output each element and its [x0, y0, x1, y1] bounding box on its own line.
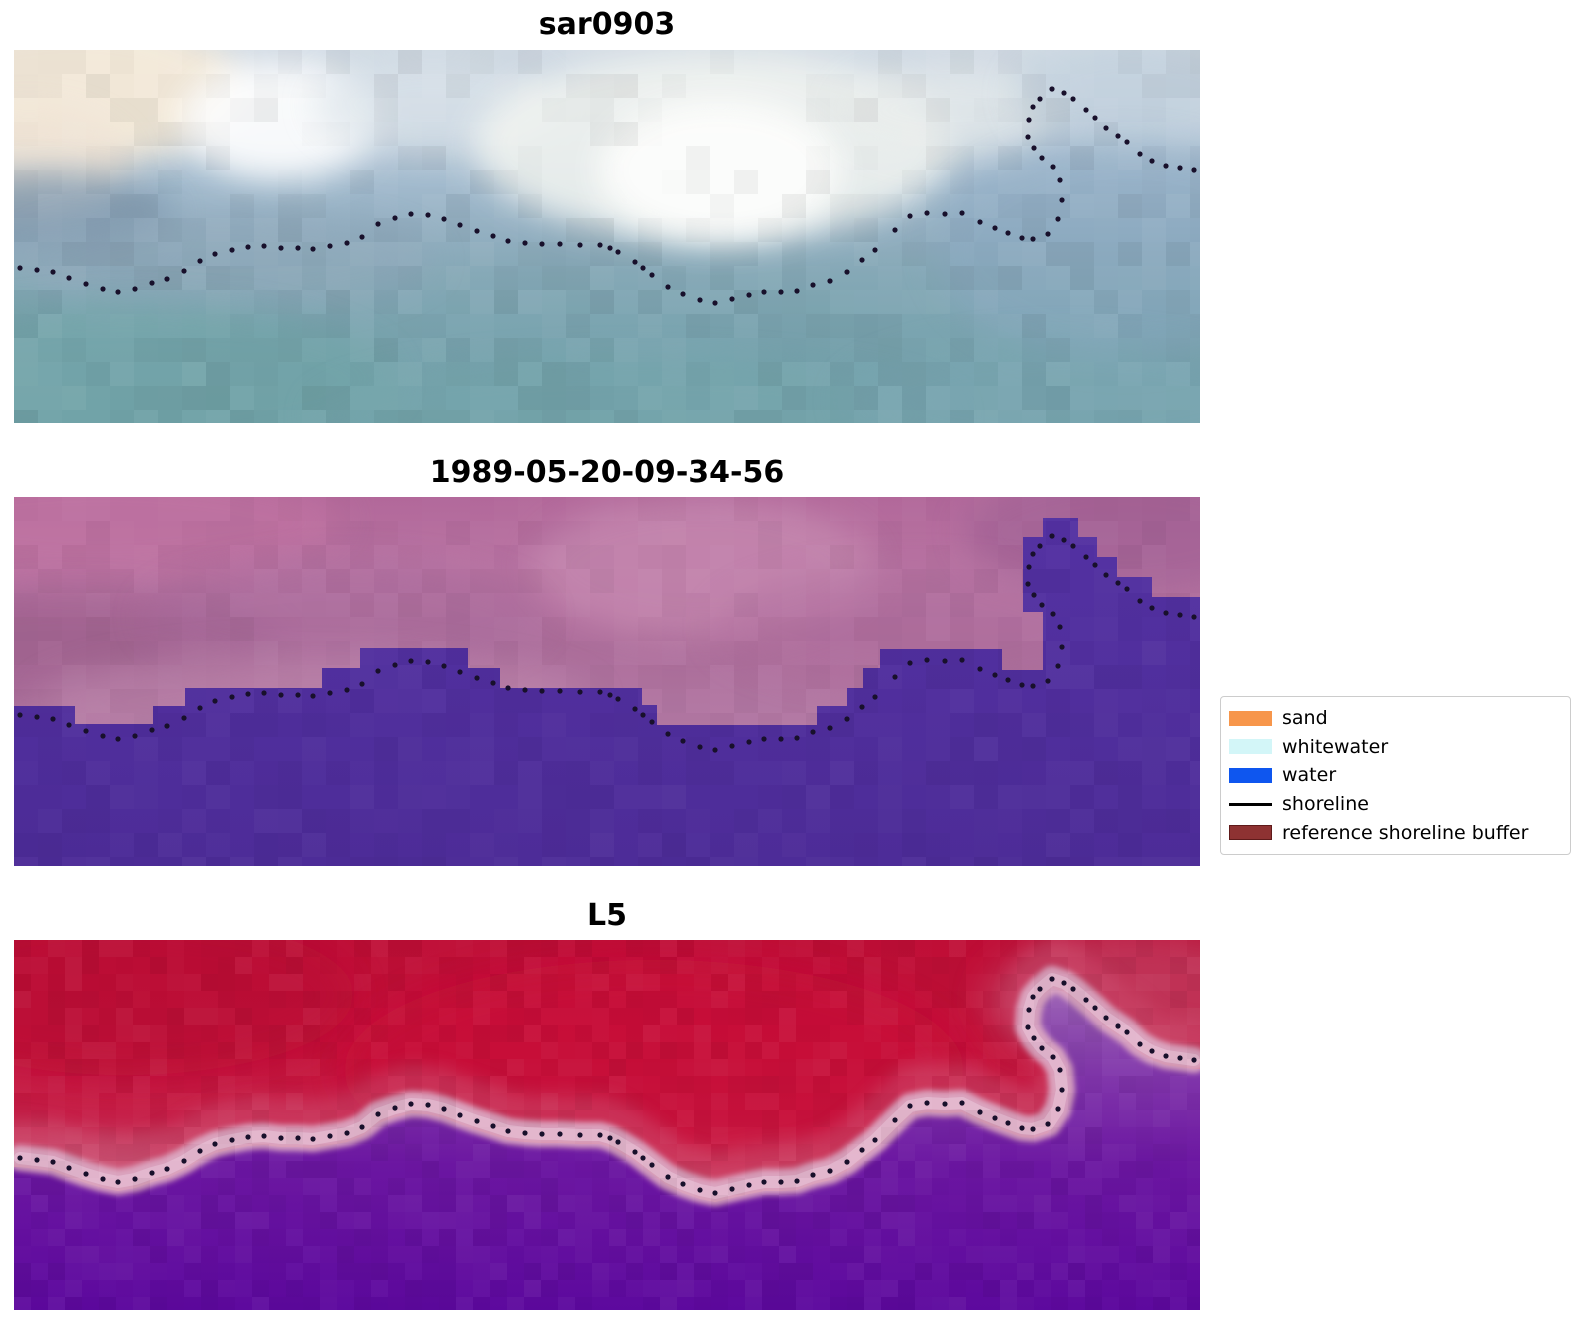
panel-image-classified	[14, 497, 1200, 866]
panel-title-l5: L5	[587, 898, 627, 933]
sand-swatch	[1229, 710, 1272, 726]
legend: sand whitewater water shoreline referenc…	[1220, 696, 1571, 855]
water-swatch	[1229, 767, 1272, 783]
reference-shoreline-buffer-swatch	[1229, 825, 1272, 841]
panel-image-l5	[14, 940, 1200, 1310]
shoreline-swatch	[1229, 802, 1272, 806]
panel-title-classified: 1989-05-20-09-34-56	[429, 455, 785, 490]
legend-item-sand: sand	[1229, 704, 1562, 733]
legend-item-water: water	[1229, 761, 1562, 790]
legend-item-shoreline: shoreline	[1229, 790, 1562, 819]
legend-item-whitewater: whitewater	[1229, 733, 1562, 762]
shoreline-dots-classified	[17, 533, 1197, 753]
shoreline-dots-L5	[17, 976, 1197, 1196]
shoreline-dots-sar0903	[17, 86, 1197, 306]
panel-title-sar0903: sar0903	[538, 7, 676, 42]
panel-image-sar0903	[14, 50, 1200, 423]
legend-item-reference-shoreline-buffer: reference shoreline buffer	[1229, 818, 1562, 847]
whitewater-swatch	[1229, 739, 1272, 755]
